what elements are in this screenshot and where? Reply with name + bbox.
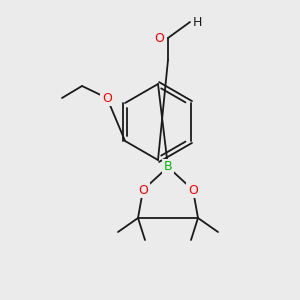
- Text: B: B: [164, 160, 172, 173]
- Text: H: H: [193, 16, 202, 28]
- Text: O: O: [188, 184, 198, 196]
- Text: O: O: [102, 92, 112, 104]
- Text: O: O: [154, 32, 164, 44]
- Text: O: O: [138, 184, 148, 196]
